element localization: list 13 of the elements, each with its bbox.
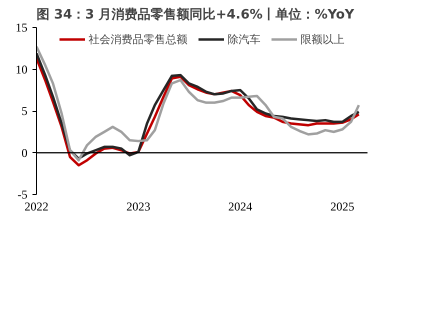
- x-tick-label: 2022: [24, 200, 48, 214]
- x-tick-label: 2025: [330, 200, 354, 214]
- legend-label: 限额以上: [300, 32, 344, 46]
- y-tick-label: 15: [16, 20, 28, 34]
- chart-title: 图 34：3 月消费品零售额同比+4.6%丨单位：%YoY: [36, 6, 355, 22]
- legend-label: 社会消费品零售总额: [88, 32, 188, 46]
- y-tick-label: 0: [22, 146, 28, 160]
- x-tick-label: 2024: [228, 200, 252, 214]
- y-tick-label: 10: [16, 62, 28, 76]
- legend-label: 除汽车: [228, 32, 260, 46]
- x-tick-label: 2023: [126, 200, 150, 214]
- y-tick-label: 5: [22, 104, 28, 118]
- y-tick-label: -5: [18, 188, 28, 202]
